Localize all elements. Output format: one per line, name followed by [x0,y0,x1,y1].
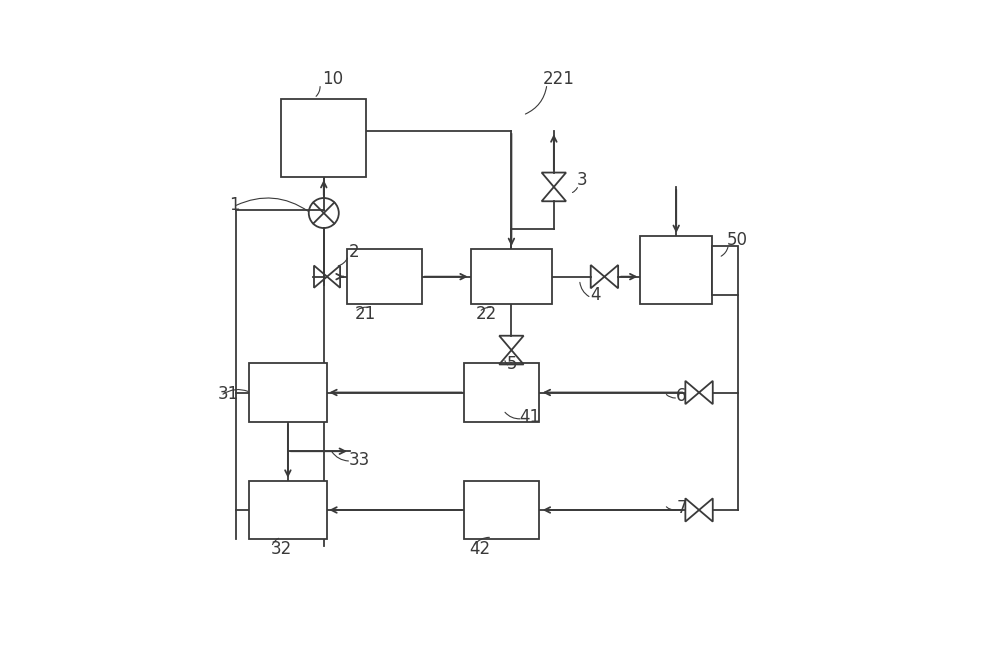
Bar [640,236,712,305]
Text: 42: 42 [469,540,490,558]
Text: 7: 7 [676,499,687,517]
Bar [347,249,422,305]
Text: 21: 21 [355,305,376,323]
Text: 32: 32 [270,540,292,558]
Bar [464,481,539,539]
Bar [249,363,327,422]
Text: 4: 4 [590,286,601,303]
Text: 2: 2 [349,243,359,261]
Text: 6: 6 [676,387,687,405]
Text: 3: 3 [576,171,587,190]
Text: 221: 221 [542,70,574,88]
Bar [281,98,366,177]
Text: 5: 5 [507,356,517,373]
Text: 50: 50 [727,231,748,249]
Text: 41: 41 [520,408,541,426]
Bar [249,481,327,539]
Text: 10: 10 [322,70,344,88]
Text: 1: 1 [229,196,240,214]
Bar [471,249,552,305]
Text: 33: 33 [349,451,370,469]
Text: 31: 31 [218,385,239,403]
Bar [464,363,539,422]
Bar [712,246,738,295]
Text: 22: 22 [476,305,497,323]
